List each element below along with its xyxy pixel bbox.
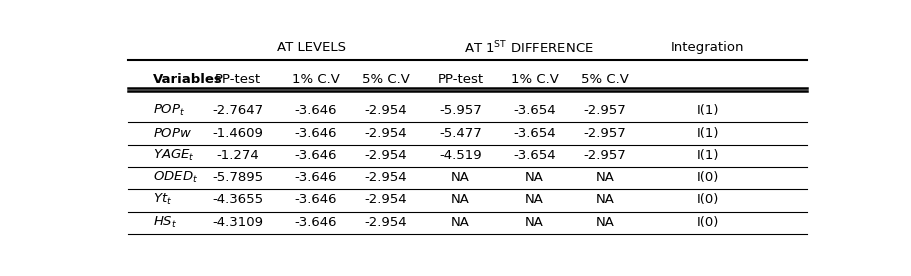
Text: -3.646: -3.646 [294,126,336,139]
Text: $\mathit{Yt}_t$: $\mathit{Yt}_t$ [153,192,172,208]
Text: -1.4609: -1.4609 [212,126,263,139]
Text: AT 1$^{\mathrm{ST}}$ DIFFERENCE: AT 1$^{\mathrm{ST}}$ DIFFERENCE [464,40,594,56]
Text: $\mathit{HS}_t$: $\mathit{HS}_t$ [153,215,177,230]
Text: -5.7895: -5.7895 [212,171,263,184]
Text: PP-test: PP-test [436,73,483,86]
Text: NA: NA [525,171,543,184]
Text: I(0): I(0) [696,193,718,206]
Text: -2.954: -2.954 [364,171,407,184]
Text: NA: NA [525,193,543,206]
Text: -3.646: -3.646 [294,193,336,206]
Text: 1% C.V: 1% C.V [510,73,558,86]
Text: NA: NA [595,171,614,184]
Text: -2.7647: -2.7647 [212,104,263,117]
Text: -1.274: -1.274 [216,149,259,162]
Text: I(1): I(1) [696,126,718,139]
Text: I(1): I(1) [696,149,718,162]
Text: $\mathit{ODED}_t$: $\mathit{ODED}_t$ [153,170,198,185]
Text: -5.477: -5.477 [438,126,481,139]
Text: -2.957: -2.957 [583,149,626,162]
Text: NA: NA [595,193,614,206]
Text: I(1): I(1) [696,104,718,117]
Text: NA: NA [525,216,543,229]
Text: $\mathit{POPw}$: $\mathit{POPw}$ [153,126,192,139]
Text: Variables: Variables [153,73,222,86]
Text: -4.3109: -4.3109 [212,216,263,229]
Text: I(0): I(0) [696,216,718,229]
Text: -4.3655: -4.3655 [212,193,263,206]
Text: NA: NA [450,193,469,206]
Text: -3.646: -3.646 [294,104,336,117]
Text: -3.654: -3.654 [513,126,555,139]
Text: -2.954: -2.954 [364,193,407,206]
Text: -3.654: -3.654 [513,104,555,117]
Text: 5% C.V: 5% C.V [362,73,410,86]
Text: Integration: Integration [670,41,743,54]
Text: -3.646: -3.646 [294,149,336,162]
Text: -2.954: -2.954 [364,104,407,117]
Text: -2.954: -2.954 [364,149,407,162]
Text: 1% C.V: 1% C.V [292,73,339,86]
Text: NA: NA [595,216,614,229]
Text: I(0): I(0) [696,171,718,184]
Text: NA: NA [450,216,469,229]
Text: -2.954: -2.954 [364,216,407,229]
Text: AT LEVELS: AT LEVELS [277,41,346,54]
Text: -5.957: -5.957 [438,104,481,117]
Text: -2.957: -2.957 [583,104,626,117]
Text: NA: NA [450,171,469,184]
Text: PP-test: PP-test [214,73,261,86]
Text: -4.519: -4.519 [438,149,481,162]
Text: -3.646: -3.646 [294,171,336,184]
Text: -2.954: -2.954 [364,126,407,139]
Text: $\mathit{POP}_t$: $\mathit{POP}_t$ [153,103,185,118]
Text: -2.957: -2.957 [583,126,626,139]
Text: -3.654: -3.654 [513,149,555,162]
Text: -3.646: -3.646 [294,216,336,229]
Text: 5% C.V: 5% C.V [580,73,629,86]
Text: $\mathit{YAGE}_t$: $\mathit{YAGE}_t$ [153,148,194,163]
